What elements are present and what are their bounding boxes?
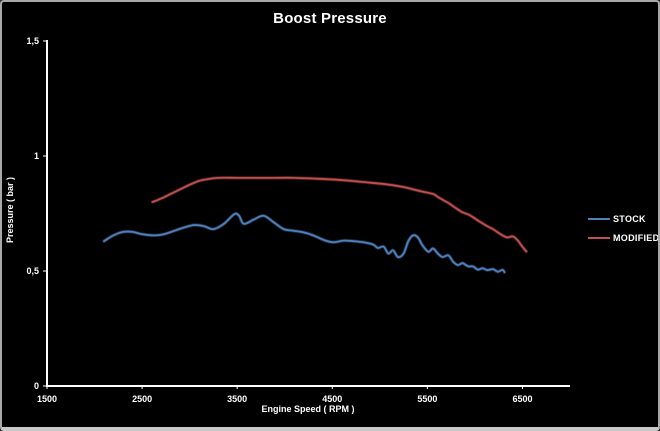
- x-tick-label: 4500: [322, 394, 342, 404]
- legend-label-stock: STOCK: [613, 214, 646, 224]
- chart-title: Boost Pressure: [273, 10, 387, 27]
- legend-item-stock[interactable]: STOCK: [588, 214, 658, 224]
- x-tick-label: 5500: [417, 394, 437, 404]
- modified-line-swatch: [588, 237, 610, 239]
- legend-item-modified[interactable]: MODIFIED: [588, 233, 660, 243]
- y-tick-label: 0: [34, 381, 39, 391]
- series-line-modified: [151, 176, 528, 253]
- series-glow-stock: [102, 211, 507, 274]
- y-axis-label: Pressure ( bar ): [5, 176, 15, 244]
- x-tick-label: 2500: [132, 394, 152, 404]
- y-tick-label: 1,5: [26, 36, 39, 46]
- y-tick-label: 0,5: [26, 266, 39, 276]
- stock-line-swatch: [588, 218, 610, 220]
- axis-ticks: 1500 2500 3500 4500 5500 6500 0 0,5 1 1,5: [26, 36, 532, 404]
- series-line-stock: [103, 212, 506, 274]
- series-lines: [102, 176, 529, 274]
- y-tick-label: 1: [34, 151, 39, 161]
- x-tick-label: 1500: [37, 394, 57, 404]
- legend: STOCK MODIFIED: [588, 214, 660, 243]
- x-axis-label: Engine Speed ( RPM ): [261, 404, 355, 414]
- legend-label-modified: MODIFIED: [613, 233, 660, 243]
- x-tick-label: 6500: [512, 394, 532, 404]
- x-tick-label: 3500: [227, 394, 247, 404]
